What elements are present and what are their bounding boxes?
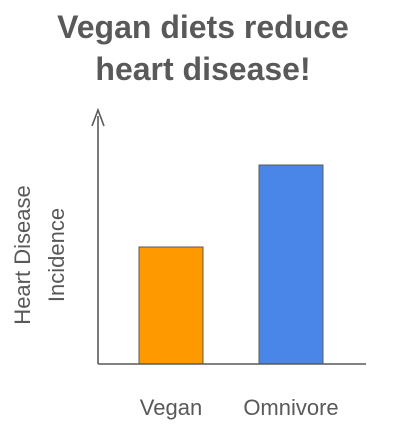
- x-tick-label-omnivore: Omnivore: [243, 395, 338, 420]
- y-axis-label-line-2: Incidence: [44, 208, 69, 302]
- x-tick-labels: Vegan Omnivore: [140, 395, 339, 420]
- bars-group: [138, 164, 324, 365]
- x-tick-label-vegan: Vegan: [140, 395, 202, 420]
- chart-title-line-2: heart disease!: [95, 51, 311, 87]
- y-axis-label-line-1: Heart Disease: [10, 185, 35, 324]
- chart-title: Vegan diets reduce heart disease!: [0, 6, 406, 90]
- y-axis-arrow-icon: [91, 107, 105, 127]
- y-axis-label: Heart Disease Incidence: [10, 185, 69, 324]
- chart-title-line-1: Vegan diets reduce: [57, 9, 349, 45]
- bar-omnivore: [258, 164, 324, 365]
- bar-vegan: [138, 246, 204, 365]
